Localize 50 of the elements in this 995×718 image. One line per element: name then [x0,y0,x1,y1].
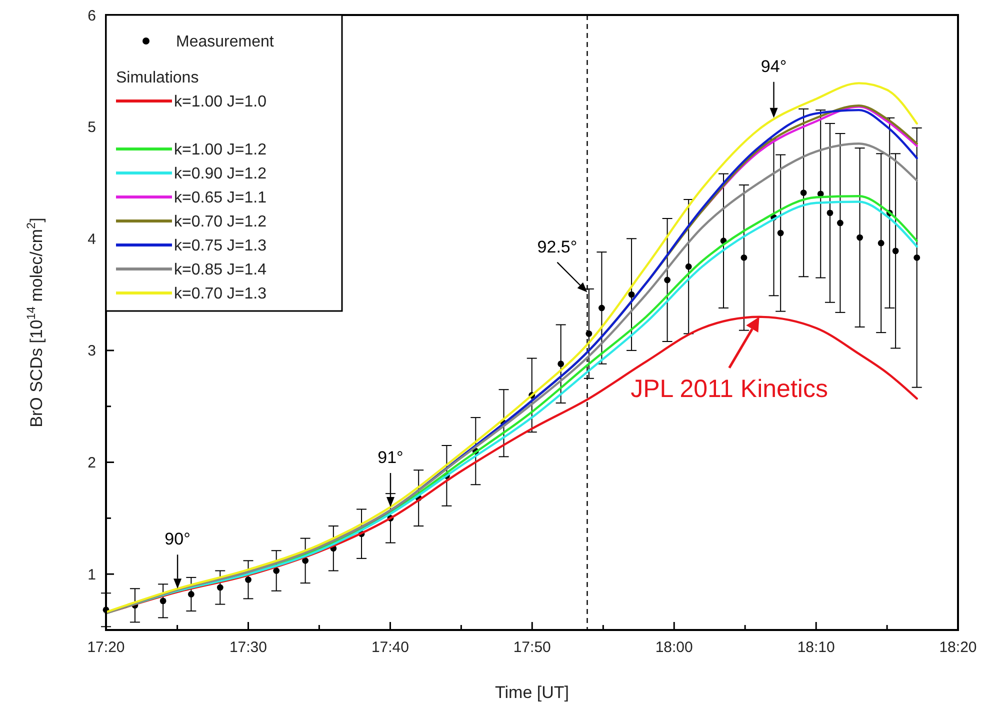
point [826,210,834,216]
annotation: 94° [760,56,787,76]
x-tick-label: 18:10 [797,639,835,656]
point [598,304,605,312]
x-axis-title: Time [UT] [495,683,569,702]
legend-label: k=0.90 J=1.2 [174,166,267,183]
y-tick-label: 1 [88,566,96,584]
y-tick-label: 2 [88,454,96,472]
point [188,591,194,598]
y-tick-label: 4 [88,230,96,248]
point [914,254,920,261]
point [664,276,670,284]
legend-label: k=0.70 J=1.3 [174,286,267,303]
legend-label: Measurement [176,34,274,51]
legend-label: k=1.00 J=1.0 [174,94,267,111]
y-tick-label: 6 [88,7,96,24]
point [837,220,844,226]
annotation: 92.5° [537,237,578,256]
legend-label: k=0.75 J=1.3 [174,238,267,255]
annotation: JPL 2011 Kinetics [630,374,828,403]
point [878,240,884,246]
point [740,254,748,261]
point [160,598,166,604]
legend-title: Simulations [116,70,199,87]
legend-label: k=0.70 J=1.2 [174,214,267,231]
point [586,330,592,337]
x-tick-label: 18:00 [655,639,693,656]
point [245,576,252,583]
point [800,190,807,196]
point [856,234,863,241]
point [892,248,899,254]
annotation: 90° [164,530,190,549]
x-tick-label: 17:20 [87,639,125,656]
legend-label: k=0.65 J=1.1 [174,190,267,207]
y-tick-label: 5 [88,119,96,136]
point [216,584,224,591]
point [685,263,692,270]
point [273,568,280,574]
annotation: 91° [378,448,404,467]
x-tick-label: 18:20 [939,639,977,656]
x-tick-label: 17:50 [513,639,551,656]
x-tick-label: 17:30 [229,639,268,656]
x-tick-label: 17:40 [371,639,409,656]
legend-label: k=0.85 J=1.4 [174,262,267,279]
y-tick-label: 3 [88,342,96,360]
point [558,360,564,368]
point [777,230,784,236]
point [628,291,635,298]
point [302,557,309,564]
legend-label: k=1.00 J=1.2 [174,142,267,159]
